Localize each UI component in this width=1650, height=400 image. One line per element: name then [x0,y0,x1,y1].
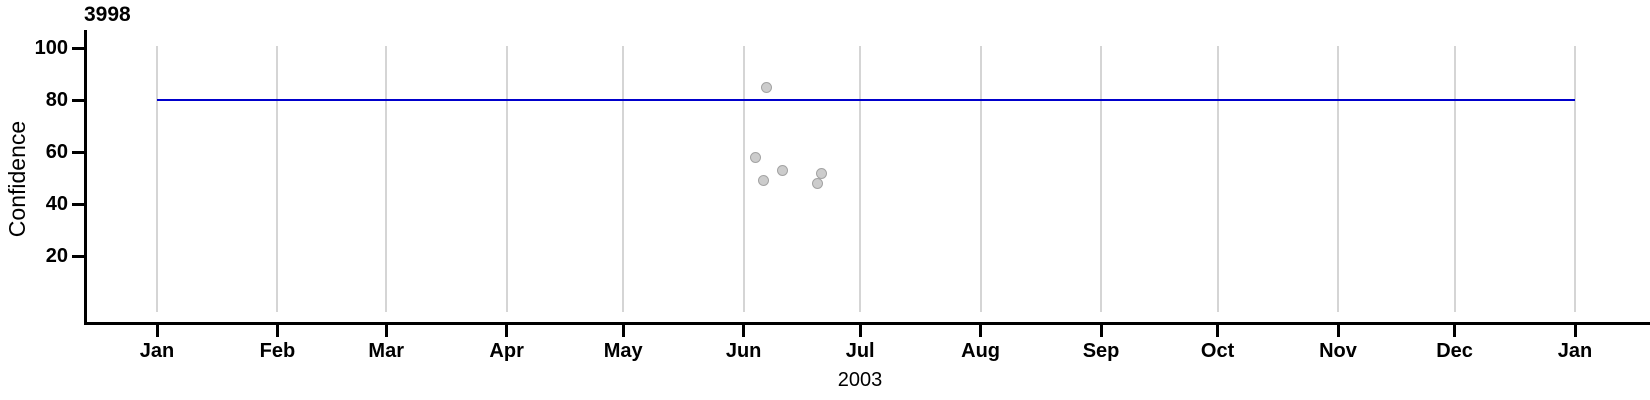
data-point [776,165,788,176]
y-tick-label-100: 100 [34,37,68,60]
month-gridline [1100,46,1103,312]
y-axis-tick [72,202,84,206]
month-gridline [1337,46,1340,312]
x-tick-label-mar: Mar [368,340,404,362]
x-axis-tick [621,325,625,337]
data-point [811,178,823,189]
y-axis-line [84,30,87,325]
x-tick-label-dec: Dec [1436,340,1473,362]
y-axis-tick [72,254,84,258]
x-axis-tick [1216,325,1220,337]
x-tick-label-may: May [603,340,643,362]
data-point [757,175,769,187]
x-tick-label-jul: Jul [845,340,875,362]
x-axis-tick [979,325,983,337]
x-axis-title: 2003 [837,369,883,391]
x-axis-tick [1099,325,1103,337]
x-axis-tick [1453,325,1457,337]
month-gridline [1216,46,1219,312]
month-gridline [1574,46,1576,312]
y-tick-label-60: 60 [45,141,68,164]
data-point [815,167,827,179]
reference-line [157,99,1575,102]
y-axis-title: Confidence [4,120,30,238]
x-axis-tick [742,325,746,337]
x-tick-label-sep: Sep [1082,340,1120,362]
x-tick-label-feb: Feb [259,340,296,362]
x-axis-tick [1336,325,1340,337]
x-axis-tick [384,325,388,337]
month-gridline [1453,46,1456,312]
month-gridline [859,46,862,312]
data-point [761,81,773,93]
month-gridline [505,46,508,312]
y-axis-tick [72,46,84,50]
x-axis-line [84,322,1650,325]
x-axis-tick [858,325,862,337]
y-tick-label-40: 40 [45,193,68,216]
x-axis-tick [505,325,509,337]
x-axis-tick [1573,325,1577,337]
month-gridline [622,46,625,312]
x-tick-label-jan: Jan [1557,340,1593,362]
chart-title: 3998 [84,3,131,26]
x-axis-tick [155,325,159,337]
x-tick-label-oct: Oct [1200,340,1235,362]
month-gridline [979,46,982,312]
month-gridline [156,46,158,312]
month-gridline [276,46,279,312]
y-tick-label-20: 20 [45,245,68,268]
x-tick-label-apr: Apr [489,340,524,362]
month-gridline [385,46,388,312]
y-tick-label-80: 80 [45,89,68,112]
y-axis-tick [72,98,84,102]
month-gridline [742,46,745,312]
x-tick-label-jun: Jun [725,340,762,362]
x-tick-label-jan: Jan [139,340,175,362]
data-point [749,152,761,163]
x-tick-label-aug: Aug [961,340,1001,362]
x-tick-label-nov: Nov [1319,340,1357,362]
y-axis-tick [72,150,84,154]
x-axis-tick [275,325,279,337]
